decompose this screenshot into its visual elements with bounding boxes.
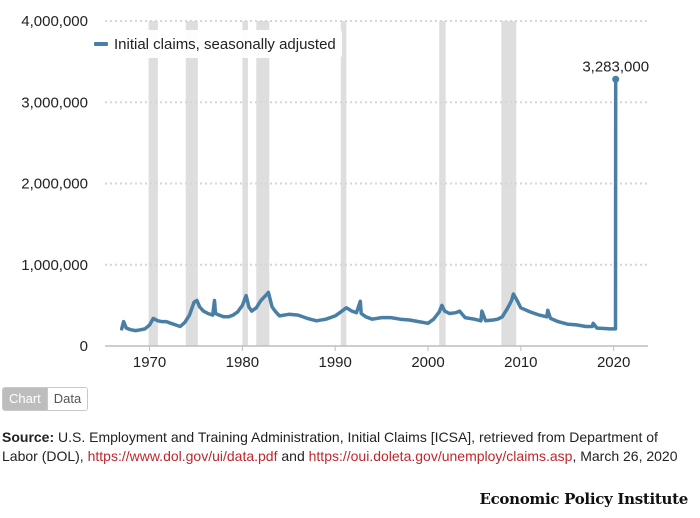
dol-data-link[interactable]: https://www.dol.gov/ui/data.pdf bbox=[87, 448, 278, 464]
annotation-label: 3,283,000 bbox=[582, 58, 649, 75]
series-layer bbox=[119, 77, 618, 333]
brand-logo: Economic Policy Institute bbox=[479, 490, 688, 508]
source-text-and: and bbox=[277, 448, 309, 464]
y-tick-label: 0 bbox=[80, 338, 88, 355]
recession-band bbox=[148, 21, 158, 346]
source-label: Source: bbox=[2, 429, 55, 445]
recession-band bbox=[439, 21, 446, 346]
y-tick-label: 4,000,000 bbox=[21, 13, 88, 30]
y-tick-label: 2,000,000 bbox=[21, 176, 88, 193]
legend: Initial claims, seasonally adjusted bbox=[88, 30, 342, 58]
x-tick-label: 1990 bbox=[319, 354, 352, 370]
y-axis: 0 1,000,000 2,000,000 3,000,000 4,000,000 bbox=[21, 13, 88, 355]
x-tick-label: 2010 bbox=[504, 354, 537, 370]
chart-data-toggle[interactable]: Chart Data bbox=[2, 387, 89, 411]
y-tick-label: 1,000,000 bbox=[21, 257, 88, 274]
recession-band bbox=[340, 21, 347, 346]
annotation-point bbox=[612, 75, 620, 83]
legend-swatch-icon bbox=[94, 42, 108, 46]
claims-chart: 0 1,000,000 2,000,000 3,000,000 4,000,000 19… bbox=[21, 13, 649, 370]
x-axis: 1970 1980 1990 2000 2010 2020 bbox=[105, 345, 648, 370]
source-note: Source: U.S. Employment and Training Adm… bbox=[2, 428, 692, 466]
data-tab[interactable]: Data bbox=[46, 388, 88, 410]
doleta-claims-link[interactable]: https://oui.doleta.gov/unemploy/claims.a… bbox=[308, 448, 573, 464]
series-line bbox=[119, 77, 618, 333]
gridlines bbox=[105, 20, 648, 266]
legend-label: Initial claims, seasonally adjusted bbox=[114, 35, 336, 53]
x-tick-label: 1970 bbox=[133, 354, 166, 370]
x-tick-label: 2000 bbox=[411, 354, 444, 370]
chart-tab[interactable]: Chart bbox=[3, 388, 47, 410]
source-date: , March 26, 2020 bbox=[572, 448, 678, 464]
y-tick-label: 3,000,000 bbox=[21, 94, 88, 111]
annotation-layer: 3,283,000 bbox=[582, 58, 649, 83]
x-tick-label: 1980 bbox=[226, 354, 259, 370]
source-text: U.S. Employment and Training Administrat… bbox=[2, 429, 658, 464]
x-tick-label: 2020 bbox=[597, 354, 630, 370]
